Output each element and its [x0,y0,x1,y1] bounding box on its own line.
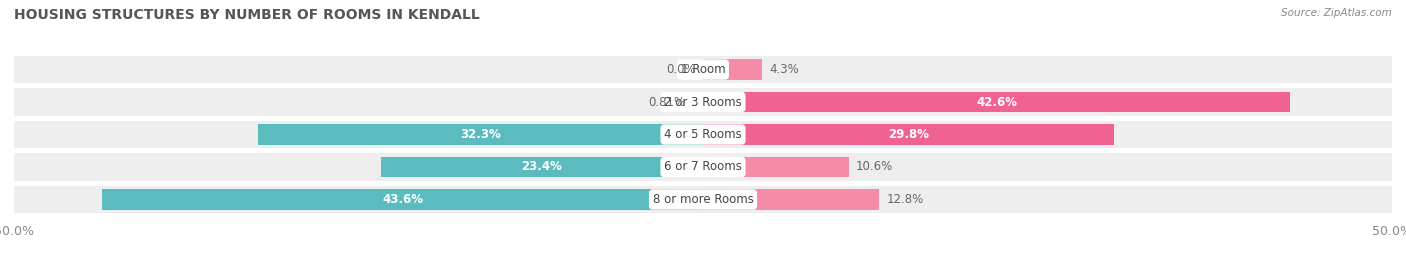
Text: 43.6%: 43.6% [382,193,423,206]
Bar [692,92,703,112]
Text: 32.3%: 32.3% [460,128,501,141]
Bar [703,157,849,177]
Text: 12.8%: 12.8% [886,193,924,206]
Bar [703,92,1289,112]
Text: 10.6%: 10.6% [856,161,893,174]
Bar [381,157,703,177]
Text: 2 or 3 Rooms: 2 or 3 Rooms [664,95,742,108]
Bar [14,56,1392,83]
Bar [14,153,1392,181]
Bar [14,186,1392,213]
Bar [103,189,703,210]
Bar [703,189,879,210]
Text: 4 or 5 Rooms: 4 or 5 Rooms [664,128,742,141]
Text: Source: ZipAtlas.com: Source: ZipAtlas.com [1281,8,1392,18]
Text: 23.4%: 23.4% [522,161,562,174]
Text: 8 or more Rooms: 8 or more Rooms [652,193,754,206]
Text: HOUSING STRUCTURES BY NUMBER OF ROOMS IN KENDALL: HOUSING STRUCTURES BY NUMBER OF ROOMS IN… [14,8,479,22]
Text: 0.81%: 0.81% [648,95,685,108]
Text: 29.8%: 29.8% [887,128,929,141]
Bar [703,125,1114,144]
Text: 0.0%: 0.0% [666,63,696,76]
Text: 42.6%: 42.6% [976,95,1017,108]
Bar [257,125,703,144]
Text: 6 or 7 Rooms: 6 or 7 Rooms [664,161,742,174]
Bar [703,59,762,80]
Text: 1 Room: 1 Room [681,63,725,76]
Bar [14,88,1392,116]
Text: 4.3%: 4.3% [769,63,799,76]
Bar [14,121,1392,148]
